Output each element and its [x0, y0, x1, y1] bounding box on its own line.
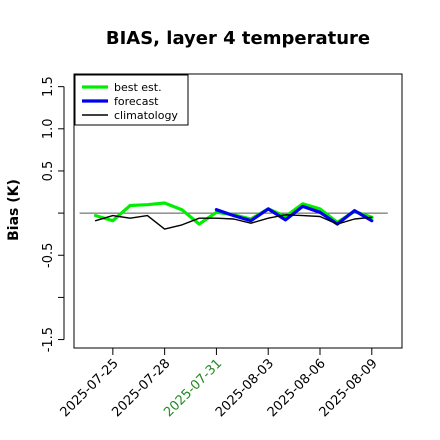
y-axis: -1.5 -0.5 0.5 1.0 1.5: [41, 76, 65, 352]
x-axis: 2025-07-252025-07-282025-07-312025-08-03…: [58, 347, 381, 420]
y-tick-label: 1.5: [41, 76, 56, 97]
y-tick-label: -0.5: [41, 243, 56, 268]
y-tick-label: -1.5: [41, 327, 56, 352]
series-line-1: [214, 204, 374, 226]
y-tick-label: 0.5: [41, 161, 56, 182]
legend-label-1: forecast: [114, 95, 159, 108]
legend-label-2: climatology: [114, 109, 178, 122]
legend-label-0: best est.: [114, 81, 162, 94]
series-group: [94, 201, 374, 230]
y-axis-label: Bias (K): [6, 179, 22, 241]
y-tick-label: 1.0: [41, 118, 56, 139]
chart-title: BIAS, layer 4 temperature: [106, 28, 370, 49]
series-line-2: [94, 214, 373, 230]
